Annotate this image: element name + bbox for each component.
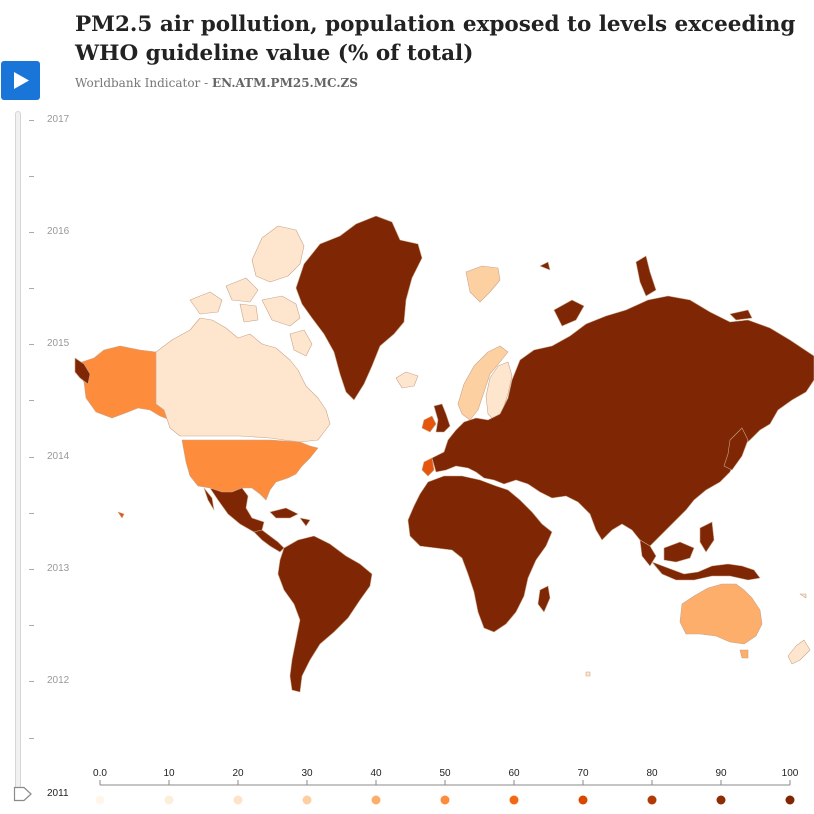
region-pacific-islands[interactable] bbox=[585, 593, 807, 677]
legend-swatch bbox=[302, 795, 312, 805]
timeline-year-label[interactable]: 2016 bbox=[47, 226, 70, 237]
region-greenland[interactable] bbox=[295, 215, 423, 401]
region-arctic-islands[interactable] bbox=[539, 255, 753, 327]
region-iceland[interactable] bbox=[395, 371, 419, 389]
region-indonesia[interactable] bbox=[651, 561, 761, 581]
legend-swatch bbox=[371, 795, 381, 805]
legend-swatch bbox=[509, 795, 519, 805]
region-madagascar[interactable] bbox=[537, 585, 551, 613]
indicator-subtitle: Worldbank Indicator - EN.ATM.PM25.MC.ZS bbox=[75, 76, 358, 90]
timeline-tick bbox=[29, 400, 34, 401]
timeline-tick bbox=[29, 288, 34, 289]
region-canada[interactable] bbox=[155, 317, 331, 443]
timeline-handle[interactable] bbox=[13, 786, 33, 802]
region-canada-islands[interactable] bbox=[189, 225, 313, 357]
legend-tick-label: 10 bbox=[163, 768, 175, 779]
current-year-label[interactable]: 2011 bbox=[47, 788, 69, 799]
legend-tick-label: 40 bbox=[370, 768, 382, 779]
legend-tick-label: 90 bbox=[715, 768, 727, 779]
legend-swatch bbox=[785, 795, 795, 805]
legend-tick-label: 60 bbox=[508, 768, 520, 779]
year-timeline-slider[interactable]: 2017 2016 2015 2014 2013 2012 2011 bbox=[0, 108, 75, 808]
subtitle-prefix: Worldbank Indicator - bbox=[75, 76, 212, 90]
timeline-tick bbox=[29, 344, 34, 345]
timeline-tick bbox=[29, 232, 34, 233]
legend-swatch bbox=[440, 795, 450, 805]
legend-tick-label: 50 bbox=[439, 768, 451, 779]
region-tasmania[interactable] bbox=[739, 649, 749, 659]
region-united-states[interactable] bbox=[181, 439, 319, 501]
play-button[interactable] bbox=[1, 61, 40, 100]
region-caribbean[interactable] bbox=[269, 507, 311, 527]
legend-swatch bbox=[578, 795, 588, 805]
region-hawaii[interactable] bbox=[117, 511, 125, 519]
timeline-year-label[interactable]: 2012 bbox=[47, 675, 70, 686]
timeline-tick bbox=[29, 738, 34, 739]
timeline-tick bbox=[29, 176, 34, 177]
timeline-tick bbox=[29, 120, 34, 121]
region-australia[interactable] bbox=[679, 583, 763, 645]
region-ireland[interactable] bbox=[421, 415, 437, 433]
timeline-year-label[interactable]: 2017 bbox=[47, 114, 70, 125]
play-icon bbox=[14, 72, 29, 89]
page-title: PM2.5 air pollution, population exposed … bbox=[75, 12, 796, 66]
region-svalbard[interactable] bbox=[465, 265, 501, 303]
region-japan[interactable] bbox=[723, 427, 749, 471]
indicator-code: EN.ATM.PM25.MC.ZS bbox=[211, 76, 358, 90]
timeline-tick bbox=[29, 569, 34, 570]
region-mexico[interactable] bbox=[203, 487, 265, 533]
legend-swatch bbox=[233, 795, 243, 805]
legend-tick-label: 100 bbox=[782, 768, 799, 779]
legend-tick-label: 80 bbox=[646, 768, 658, 779]
region-portugal[interactable] bbox=[421, 457, 435, 477]
timeline-year-label[interactable]: 2013 bbox=[47, 563, 70, 574]
legend-tick-label: 70 bbox=[577, 768, 589, 779]
legend-ticks: 0.0 10 20 30 40 50 60 70 80 90 100 bbox=[93, 768, 799, 805]
legend-swatch bbox=[716, 795, 726, 805]
region-south-america[interactable] bbox=[277, 535, 373, 693]
timeline-year-label[interactable]: 2014 bbox=[47, 451, 70, 462]
timeline-tick bbox=[29, 625, 34, 626]
region-eurasia[interactable] bbox=[431, 295, 814, 547]
timeline-year-label[interactable]: 2015 bbox=[47, 338, 70, 349]
region-new-zealand[interactable] bbox=[787, 639, 811, 665]
legend-swatch bbox=[164, 795, 174, 805]
legend-tick-label: 20 bbox=[232, 768, 244, 779]
legend-swatch bbox=[95, 795, 105, 805]
legend-swatch bbox=[647, 795, 657, 805]
legend-tick-label: 0.0 bbox=[93, 768, 107, 779]
timeline-tick bbox=[29, 681, 34, 682]
region-finland[interactable] bbox=[485, 361, 513, 421]
timeline-tick bbox=[29, 513, 34, 514]
region-alaska-west[interactable] bbox=[74, 357, 91, 385]
region-africa[interactable] bbox=[407, 475, 553, 633]
timeline-tick bbox=[29, 457, 34, 458]
region-great-britain[interactable] bbox=[433, 403, 451, 433]
region-southeast-asia[interactable] bbox=[639, 521, 715, 567]
legend-tick-label: 30 bbox=[301, 768, 313, 779]
